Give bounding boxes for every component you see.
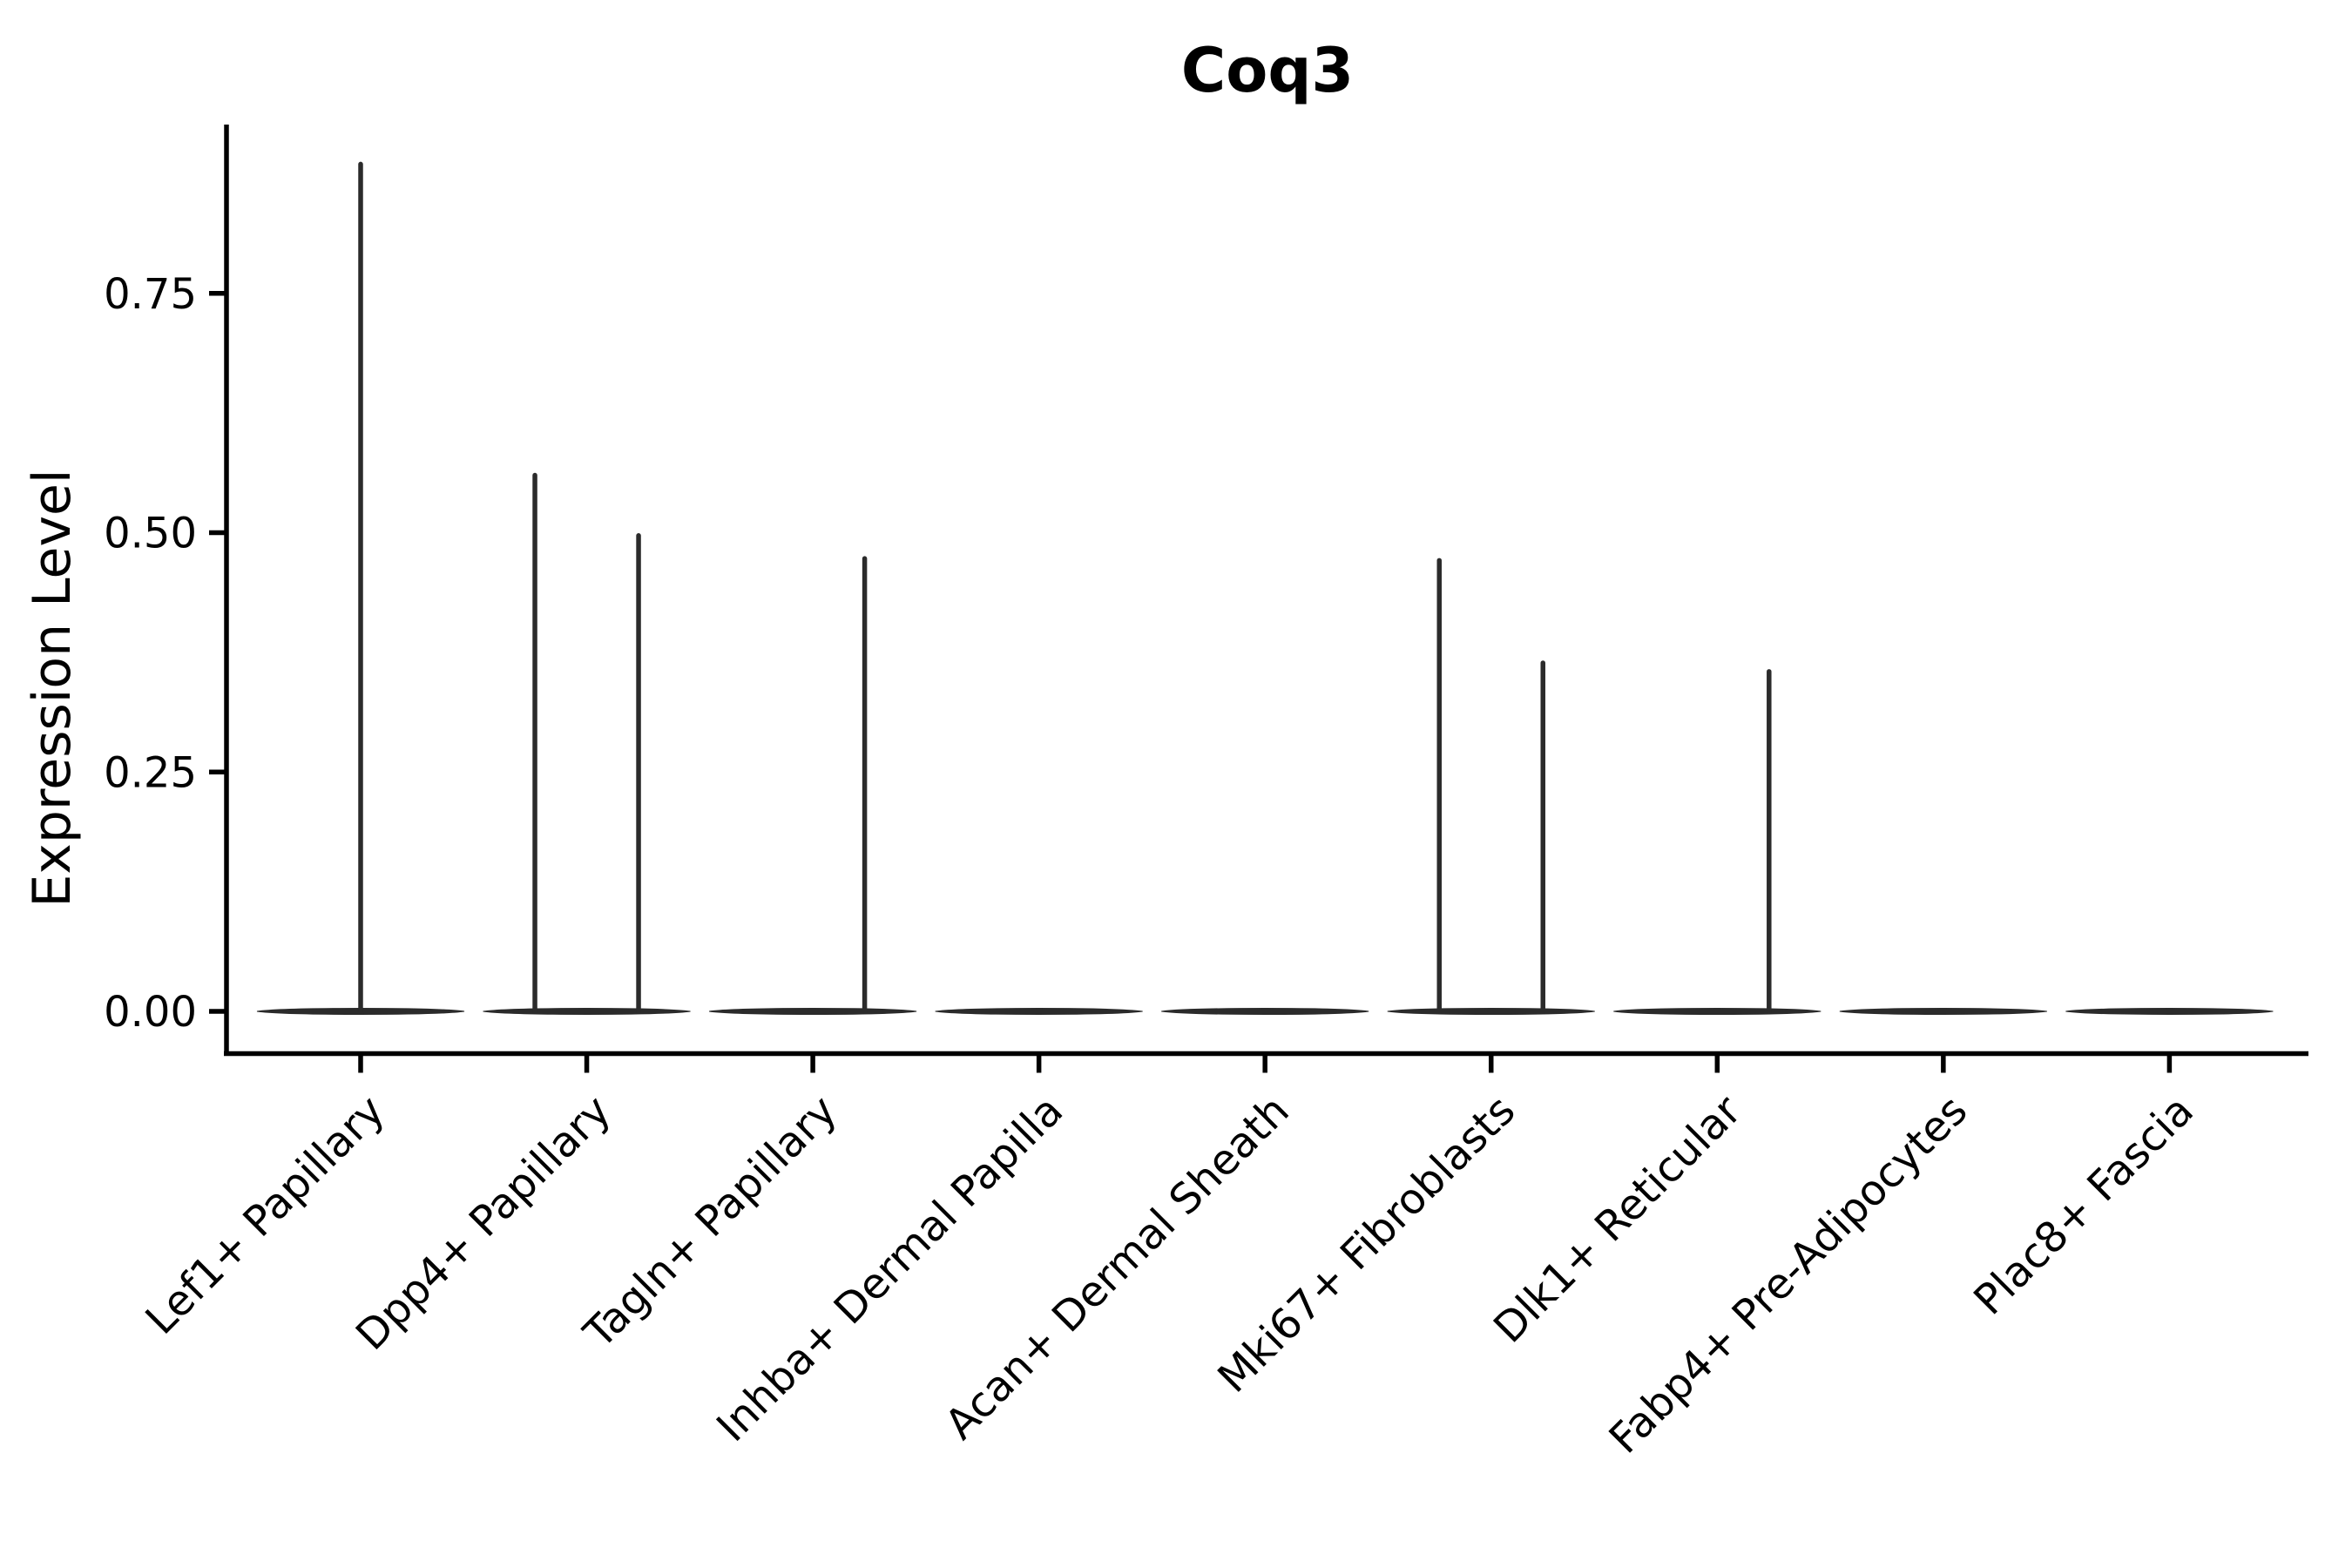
violin-baseline bbox=[2065, 1008, 2274, 1015]
violin bbox=[1613, 669, 1821, 1015]
violin bbox=[1387, 558, 1595, 1015]
x-tick-label: Lef1+ Papillary bbox=[137, 1086, 395, 1344]
violin-baseline bbox=[709, 1008, 917, 1015]
violins-layer bbox=[256, 161, 2274, 1015]
violin-baseline bbox=[1839, 1008, 2047, 1015]
violin-baseline bbox=[1613, 1008, 1821, 1015]
y-tick-label: 0.75 bbox=[104, 270, 197, 319]
violin-baseline bbox=[1387, 1008, 1595, 1015]
violin-baseline bbox=[935, 1008, 1143, 1015]
violin-baseline bbox=[483, 1008, 691, 1015]
violin bbox=[483, 472, 691, 1015]
y-axis-title: Expression Level bbox=[22, 469, 83, 907]
violin bbox=[709, 556, 917, 1015]
y-tick-label: 0.50 bbox=[104, 510, 197, 558]
y-tick-label: 0.25 bbox=[104, 748, 197, 797]
x-tick-label: Dlk1+ Reticular bbox=[1484, 1086, 1751, 1353]
violin-baseline bbox=[1161, 1008, 1369, 1015]
chart-title: Coq3 bbox=[1181, 35, 1354, 106]
y-tick-label: 0.00 bbox=[104, 988, 197, 1037]
violin bbox=[935, 1008, 1143, 1015]
violin bbox=[2065, 1008, 2274, 1015]
x-tick-label: Plac8+ Fascia bbox=[1964, 1086, 2203, 1325]
violin bbox=[256, 161, 465, 1015]
violin bbox=[1161, 1008, 1369, 1015]
x-tick-label: Fabp4+ Pre-Adipocytes bbox=[1600, 1086, 1977, 1463]
violin bbox=[1839, 1008, 2047, 1015]
